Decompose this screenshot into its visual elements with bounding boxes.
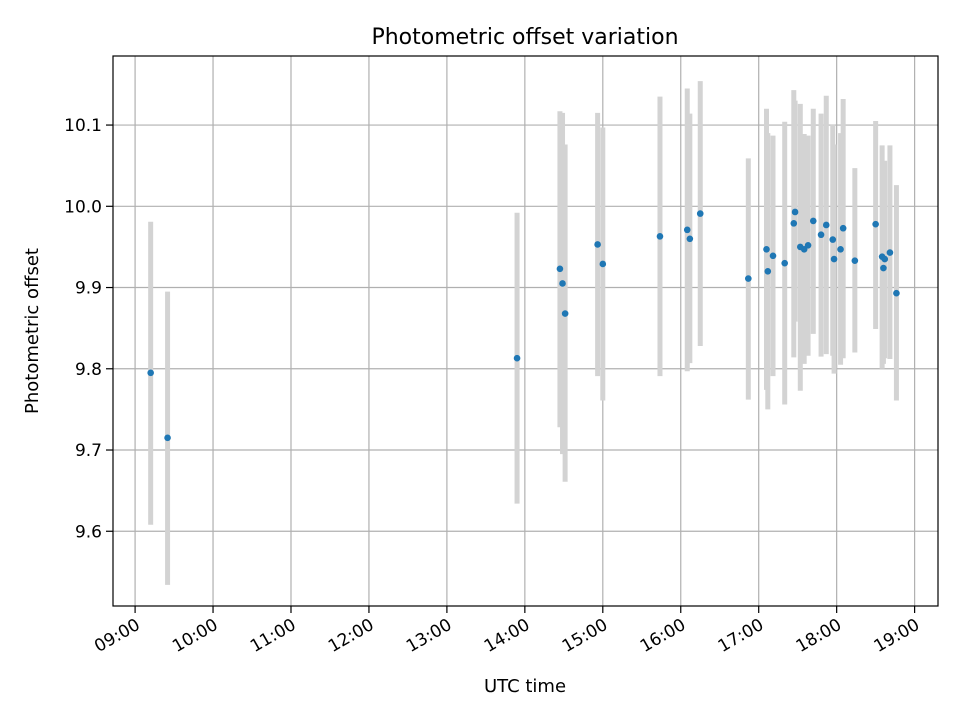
data-point <box>839 224 847 232</box>
data-point <box>763 246 770 253</box>
data-point <box>809 217 817 225</box>
y-axis-ticks: 9.6 9.7 9.8 9.9 10.0 10.1 <box>64 116 113 542</box>
data-point <box>851 257 859 265</box>
data-point <box>872 220 879 228</box>
data-point <box>147 369 154 377</box>
data-point <box>822 221 830 229</box>
data-point <box>893 289 900 297</box>
data-point <box>696 210 704 217</box>
data-point <box>837 246 844 253</box>
data-point <box>769 252 777 260</box>
data-point <box>804 241 812 249</box>
data-points <box>147 208 900 442</box>
data-point <box>880 264 887 272</box>
data-point <box>817 231 825 239</box>
data-point <box>556 265 564 273</box>
y-tick-label: 10.1 <box>64 116 102 136</box>
data-point <box>599 260 607 268</box>
data-point <box>881 255 889 263</box>
data-point <box>594 241 601 248</box>
y-tick-label: 9.9 <box>75 279 102 299</box>
data-point <box>559 280 566 287</box>
data-point <box>561 310 569 317</box>
data-point <box>656 233 664 240</box>
y-tick-label: 9.7 <box>75 441 102 461</box>
y-tick-label: 9.8 <box>75 360 102 380</box>
y-tick-label: 10.0 <box>64 197 102 217</box>
data-point <box>791 208 799 216</box>
data-point <box>781 259 788 267</box>
data-point <box>513 354 521 362</box>
data-point <box>686 235 694 243</box>
data-point <box>683 226 691 234</box>
data-point <box>764 267 772 275</box>
data-point <box>886 249 894 256</box>
data-point <box>830 255 838 263</box>
data-point <box>829 236 837 243</box>
data-point <box>164 434 171 442</box>
data-point <box>790 220 798 227</box>
y-tick-label: 9.6 <box>75 522 102 542</box>
data-point <box>745 275 752 282</box>
x-axis-label: UTC time <box>484 676 566 697</box>
y-axis-label: Photometric offset <box>22 248 43 414</box>
plot-frame <box>112 55 939 607</box>
chart-title: Photometric offset variation <box>371 25 678 50</box>
